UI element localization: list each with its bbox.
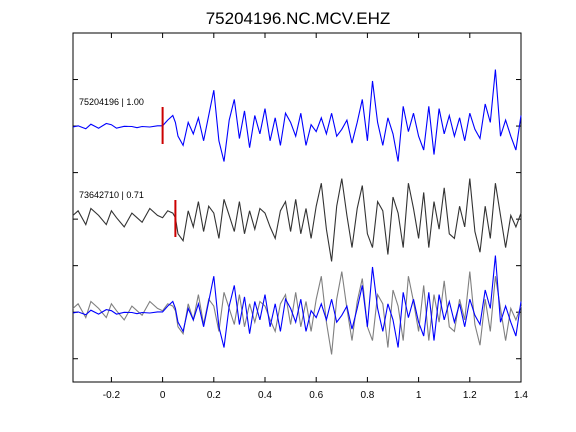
x-tick-label: 1 [416, 390, 422, 401]
trace-line-2 [72, 178, 522, 262]
trace-label-1: 75204196 | 1.00 [79, 97, 144, 107]
trace-label-2: 73642710 | 0.71 [79, 190, 144, 200]
x-tick-label: 0.8 [360, 390, 374, 401]
overlay-trace-blue [72, 255, 522, 348]
chart-title: 75204196.NC.MCV.EHZ [206, 9, 391, 28]
x-tick-label: -0.2 [103, 390, 121, 401]
x-tick-label: 0 [160, 390, 166, 401]
x-tick-label: 0.6 [309, 390, 323, 401]
x-tick-label: 1.4 [514, 390, 528, 401]
trace-layer: 75204196 | 1.00 73642710 | 0.71 [72, 69, 522, 355]
x-axis: -0.2 0 0.2 0.4 0.6 0.8 1 1.2 1.4 [103, 33, 528, 401]
x-tick-label: 1.2 [463, 390, 477, 401]
trace-line-1 [72, 69, 522, 162]
plot-frame [72, 32, 522, 383]
x-tick-label: 0.4 [258, 390, 272, 401]
x-tick-label: 0.2 [207, 390, 221, 401]
